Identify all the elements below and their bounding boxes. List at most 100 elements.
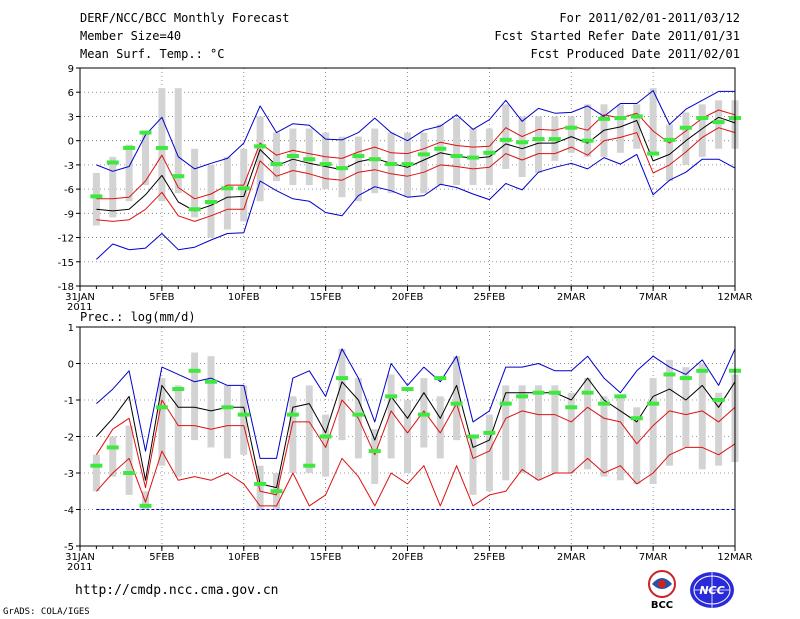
x-tick-label: 5FEB	[149, 292, 174, 303]
median-marker	[319, 434, 332, 439]
median-marker	[106, 445, 119, 450]
median-marker	[679, 376, 692, 381]
spread-box	[666, 359, 673, 466]
median-marker	[548, 137, 561, 142]
precip-label: Prec.: log(mm/d)	[80, 310, 196, 324]
y-tick-label: -3	[64, 161, 74, 172]
spread-box	[436, 124, 444, 186]
mean-plus-std-line	[95, 399, 736, 496]
forecast-range: For 2011/02/01-2011/03/12	[559, 11, 740, 25]
median-marker	[254, 481, 267, 486]
spread-box	[616, 396, 624, 481]
median-marker	[368, 157, 381, 162]
median-marker	[630, 114, 643, 119]
spread-box	[289, 396, 297, 473]
ncc-logo-text: NCC	[699, 584, 724, 597]
x-tick-label: 20FEB	[392, 552, 424, 563]
mean-plus-std-line	[96, 109, 736, 200]
median-marker	[712, 398, 725, 402]
spread-box	[535, 116, 542, 173]
median-marker	[483, 430, 496, 435]
median-marker	[598, 116, 610, 121]
x-tick-label: 25FEB	[474, 552, 506, 563]
spread-box	[322, 132, 330, 190]
spread-box	[92, 172, 100, 226]
median-marker	[254, 144, 267, 149]
variable-label: Mean Surf. Temp.: °C	[80, 47, 225, 61]
spread-box	[502, 385, 510, 481]
median-marker	[434, 146, 447, 151]
spread-box	[256, 116, 264, 202]
y-tick-label: -9	[64, 209, 74, 220]
median-marker	[270, 489, 283, 494]
median-marker	[630, 416, 643, 421]
spread-box	[322, 414, 330, 477]
median-marker	[221, 186, 234, 191]
median-marker	[401, 162, 414, 167]
median-marker	[614, 394, 627, 399]
median-marker	[499, 137, 512, 142]
x-tick-label: 12MAR	[717, 552, 752, 563]
spread-box	[305, 385, 313, 473]
logos: BCC NCC	[648, 570, 734, 611]
median-marker	[139, 130, 152, 135]
x-year-label: 2011	[67, 562, 92, 573]
median-marker	[336, 166, 348, 171]
x-tick-label: 7MAR	[639, 292, 668, 303]
y-tick-label: 0	[68, 360, 74, 371]
footer-url[interactable]: http://cmdp.ncc.cma.gov.cn	[75, 583, 279, 598]
x-tick-label: 5FEB	[149, 552, 174, 563]
spread-box	[191, 148, 199, 218]
median-marker	[647, 401, 660, 406]
median-marker	[237, 186, 250, 191]
spread-box	[715, 100, 723, 149]
median-marker	[188, 368, 201, 373]
spread-box	[109, 436, 117, 477]
y-tick-label: -12	[58, 234, 74, 245]
median-marker	[139, 503, 152, 508]
spread-box	[174, 385, 182, 477]
x-tick-label: 2MAR	[557, 292, 586, 303]
fcst-produced-date: Fcst Produced Date 2011/02/01	[530, 47, 740, 61]
x-tick-label: 31JAN	[65, 552, 95, 563]
spread-box	[600, 396, 608, 477]
median-marker	[352, 412, 365, 417]
median-marker	[270, 162, 283, 167]
spread-box	[469, 436, 477, 495]
median-marker	[368, 449, 381, 454]
median-marker	[155, 145, 168, 150]
spread-box	[371, 429, 379, 484]
median-marker	[106, 160, 119, 165]
bcc-logo: BCC	[648, 570, 676, 611]
fcst-started-date: Fcst Started Refer Date 2011/01/31	[494, 29, 740, 43]
median-marker	[467, 434, 479, 439]
median-marker	[172, 387, 185, 392]
spread-box	[518, 116, 526, 177]
spread-box	[354, 136, 362, 202]
median-marker	[385, 162, 398, 167]
mean-minus-std-line	[96, 127, 736, 222]
min-line	[96, 153, 736, 260]
median-marker	[712, 120, 725, 125]
spread-box	[633, 407, 641, 484]
median-marker	[401, 387, 414, 392]
median-marker	[532, 137, 545, 142]
spread-box	[551, 385, 559, 473]
spread-box	[682, 112, 690, 165]
median-marker	[417, 412, 430, 417]
median-marker	[155, 405, 168, 410]
spread-box	[338, 348, 346, 441]
y-tick-label: 1	[68, 323, 74, 334]
median-marker	[221, 405, 234, 410]
ensemble-mean-line	[96, 377, 736, 489]
spread-box	[240, 385, 248, 455]
spread-box	[567, 392, 575, 473]
spread-box	[273, 132, 280, 182]
spread-box	[584, 378, 592, 470]
spread-box	[715, 392, 723, 466]
median-marker	[647, 151, 660, 156]
mean-minus-std-line	[96, 443, 736, 507]
spread-box	[535, 385, 542, 481]
